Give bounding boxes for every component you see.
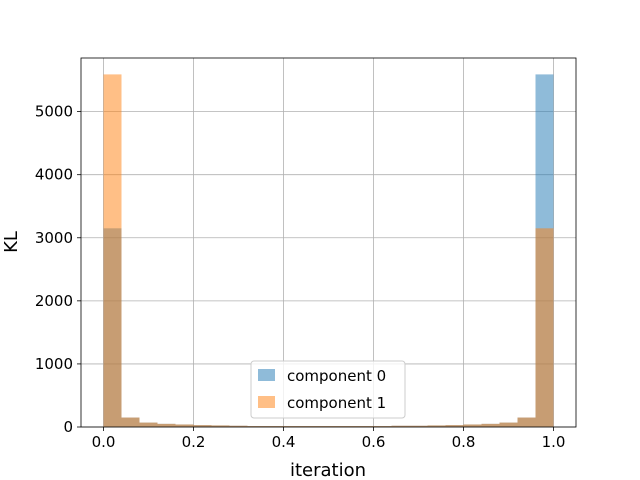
y-axis-ticks: 0 1000 2000 3000 4000 5000 (35, 103, 81, 436)
bar-series-1-bin-1 (121, 417, 140, 427)
y-tick-label: 3000 (35, 229, 73, 247)
y-axis-label: KL (1, 231, 22, 253)
legend-box (250, 360, 406, 419)
bar-series-1-bin-23 (517, 417, 536, 427)
y-tick-label: 5000 (35, 103, 73, 121)
bar-series-1-bin-5 (193, 425, 212, 427)
bar-series-1-bin-10 (283, 426, 302, 427)
bar-series-1-bin-16 (391, 425, 410, 427)
bar-series-1-bin-17 (409, 425, 428, 427)
x-tick-label: 0.0 (92, 433, 116, 451)
bar-series-1-bin-7 (229, 425, 248, 427)
bar-series-1-bin-2 (139, 422, 158, 427)
bar-series-1-bin-20 (463, 424, 482, 427)
x-tick-label: 0.8 (452, 433, 476, 451)
bar-series-1-bin-0 (103, 74, 122, 428)
bar-series-1-bin-6 (211, 425, 230, 427)
bar-series-1-bin-14 (355, 426, 374, 427)
x-tick-label: 0.4 (272, 433, 296, 451)
bar-series-1-bin-24 (535, 228, 554, 427)
bar-series-1-bin-15 (373, 426, 392, 427)
x-axis-ticks: 0.0 0.2 0.4 0.6 0.8 1.0 (92, 427, 566, 451)
y-tick-label: 2000 (35, 292, 73, 310)
y-tick-label: 1000 (35, 355, 73, 373)
legend: component 0 component 1 (250, 360, 406, 419)
bar-series-1-bin-18 (427, 425, 446, 427)
histogram-bars (103, 74, 554, 428)
bar-series-1-bin-12 (319, 426, 338, 427)
x-tick-label: 1.0 (542, 433, 566, 451)
bar-series-1-bin-3 (157, 423, 176, 427)
series-1 (103, 74, 554, 428)
bar-series-1-bin-11 (301, 426, 320, 427)
legend-label-component-0: component 0 (287, 367, 386, 385)
bar-series-1-bin-13 (337, 426, 356, 427)
x-axis-label: iteration (290, 460, 366, 480)
x-tick-label: 0.2 (182, 433, 206, 451)
bar-series-1-bin-4 (175, 424, 194, 427)
bar-series-1-bin-19 (445, 425, 464, 427)
grid-lines (81, 58, 576, 428)
plot-frame (80, 57, 577, 428)
bar-series-1-bin-21 (481, 423, 500, 427)
bar-series-1-bin-8 (247, 426, 266, 427)
legend-swatch-component-0 (258, 369, 275, 381)
bar-series-1-bin-22 (499, 422, 518, 427)
legend-label-component-1: component 1 (287, 394, 386, 412)
y-tick-label: 0 (63, 418, 73, 436)
y-tick-label: 4000 (35, 166, 73, 184)
bar-series-1-bin-9 (265, 426, 284, 427)
x-tick-label: 0.6 (362, 433, 386, 451)
legend-swatch-component-1 (258, 396, 275, 408)
